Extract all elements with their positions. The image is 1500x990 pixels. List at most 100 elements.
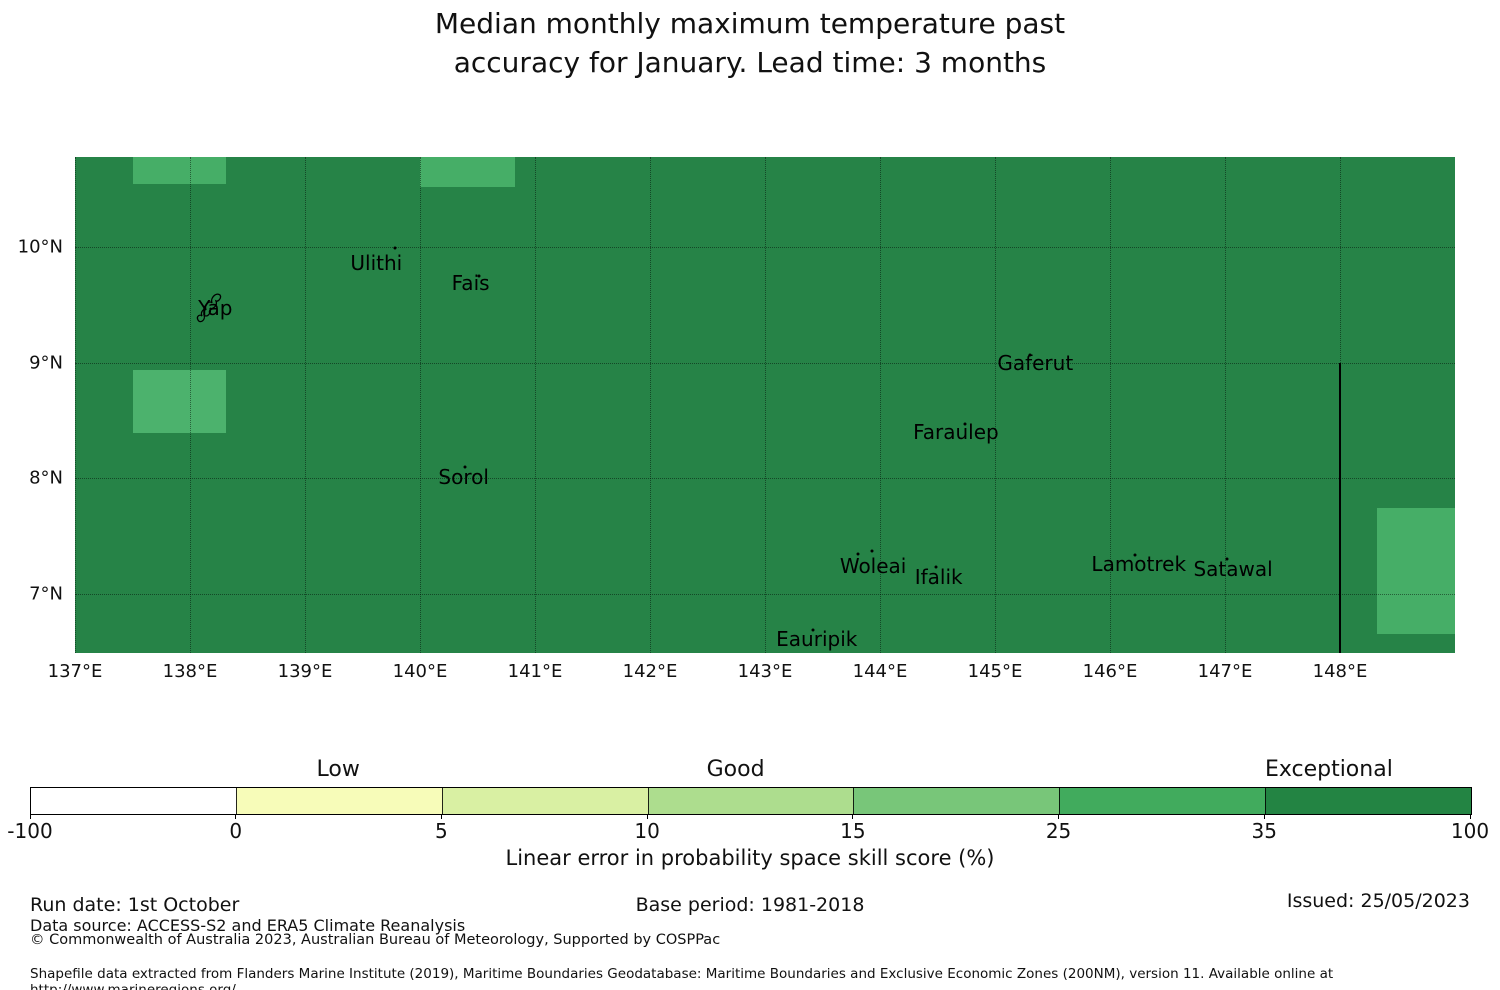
colorbar-tick-label: 100 bbox=[1450, 819, 1490, 843]
island-dot-ifalik bbox=[934, 565, 938, 569]
colorbar bbox=[30, 787, 1472, 815]
x-tick-label: 143°E bbox=[737, 661, 793, 682]
x-tick-label: 141°E bbox=[507, 661, 563, 682]
meridian-gridline bbox=[420, 157, 421, 653]
y-tick-label: 8°N bbox=[29, 467, 63, 489]
x-tick-label: 144°E bbox=[852, 661, 908, 682]
eez-boundary-line bbox=[1339, 362, 1341, 653]
colorbar-segment bbox=[235, 788, 442, 814]
island-dot-gaferut bbox=[1028, 353, 1031, 357]
colorbar-tick-label: -100 bbox=[7, 819, 53, 843]
x-axis: 137°E 138°E 139°E 140°E 141°E 142°E 143°E 144°E… bbox=[48, 661, 1455, 685]
base-period-text: Base period: 1981-2018 bbox=[635, 894, 865, 916]
skill-cell bbox=[1376, 508, 1455, 635]
colorbar-segment bbox=[441, 788, 648, 814]
colorbar-axis-label: Linear error in probability space skill … bbox=[505, 846, 995, 870]
meridian-gridline bbox=[1110, 157, 1111, 653]
y-tick-label: 7°N bbox=[29, 583, 63, 605]
colorbar-tickmark bbox=[29, 814, 31, 819]
colorbar-segment bbox=[853, 788, 1060, 814]
x-tick-label: 145°E bbox=[967, 661, 1023, 682]
meridian-gridline bbox=[75, 157, 76, 653]
figure-title-line2: accuracy for January. Lead time: 3 month… bbox=[453, 46, 1047, 79]
x-tick-label: 139°E bbox=[277, 661, 333, 682]
island-label-woleai: Woleai bbox=[839, 554, 907, 579]
shapefile-attribution-text: Shapefile data extracted from Flanders M… bbox=[30, 966, 1334, 990]
parallel-gridline bbox=[75, 362, 1455, 364]
parallel-gridline bbox=[75, 478, 1455, 480]
y-axis: 10°N 9°N 8°N 7°N bbox=[0, 157, 63, 653]
island-dot-faraulep bbox=[963, 422, 967, 426]
parallel-gridline bbox=[75, 594, 1455, 596]
skill-cell bbox=[132, 369, 226, 434]
y-tick-label: 10°N bbox=[17, 236, 63, 258]
island-label-fais: Fais bbox=[451, 271, 490, 296]
colorbar-class-label-low: Low bbox=[316, 757, 360, 782]
island-label-yap: Yap bbox=[198, 296, 233, 321]
colorbar-segment bbox=[647, 788, 854, 814]
colorbar-tickmark bbox=[852, 814, 854, 819]
meridian-gridline bbox=[880, 157, 881, 653]
meridian-gridline bbox=[1225, 157, 1226, 653]
parallel-gridline bbox=[75, 247, 1455, 249]
x-tick-label: 138°E bbox=[162, 661, 218, 682]
skill-cell bbox=[420, 157, 516, 188]
island-label-gaferut: Gaferut bbox=[997, 350, 1074, 375]
copyright-text: © Commonwealth of Australia 2023, Austra… bbox=[30, 932, 721, 948]
colorbar-segment bbox=[1059, 788, 1266, 814]
colorbar-tick-label: 5 bbox=[435, 819, 448, 843]
data-source-text: Data source: ACCESS-S2 and ERA5 Climate … bbox=[30, 916, 466, 935]
colorbar-segment bbox=[1265, 788, 1472, 814]
meridian-gridline bbox=[305, 157, 306, 653]
island-label-ulithi: Ulithi bbox=[350, 251, 403, 276]
island-label-satawal: Satawal bbox=[1193, 556, 1273, 581]
island-label-sorol: Sorol bbox=[438, 465, 489, 490]
colorbar-tickmark bbox=[646, 814, 648, 819]
x-tick-label: 137°E bbox=[47, 661, 103, 682]
yap-island-outline-icon bbox=[196, 293, 222, 323]
island-dot-ulithi bbox=[393, 246, 397, 250]
meridian-gridline bbox=[765, 157, 766, 653]
colorbar-tick-label: 35 bbox=[1251, 819, 1278, 843]
colorbar-tickmark bbox=[1469, 814, 1471, 819]
island-label-lamotrek: Lamotrek bbox=[1091, 551, 1187, 576]
island-dot-woleai bbox=[856, 552, 860, 556]
colorbar-segment bbox=[31, 788, 236, 814]
colorbar-class-labels: Low Good Exceptional bbox=[30, 756, 1470, 784]
colorbar-tickmark bbox=[1058, 814, 1060, 819]
island-dot-lamotrek bbox=[1133, 553, 1137, 557]
y-tick-label: 9°N bbox=[29, 352, 63, 374]
colorbar-tickmark bbox=[440, 814, 442, 819]
island-dot-satawal bbox=[1225, 557, 1229, 561]
island-dot-woleai bbox=[870, 549, 874, 553]
colorbar-tick-label: 10 bbox=[634, 819, 660, 843]
meridian-gridline bbox=[995, 157, 996, 653]
island-dot-eauripik bbox=[811, 628, 815, 632]
colorbar-class-label-exceptional: Exceptional bbox=[1264, 757, 1393, 782]
colorbar-tickmark bbox=[235, 814, 237, 819]
island-label-faraulep: Faraulep bbox=[913, 420, 999, 445]
colorbar-class-label-good: Good bbox=[706, 757, 765, 782]
skill-cell bbox=[132, 157, 226, 184]
colorbar-tick-label: 15 bbox=[840, 819, 866, 843]
x-tick-label: 140°E bbox=[392, 661, 448, 682]
map-plot: Ulithi Fais Yap Gaferut Faraulep Sorol Woleai I… bbox=[75, 157, 1455, 653]
colorbar-ticks: -100 0 5 10 15 25 35 100 bbox=[7, 814, 1489, 844]
colorbar-tick-label: 0 bbox=[229, 819, 243, 843]
figure-title: Median monthly maximum temperature past … bbox=[0, 4, 1500, 82]
island-label-eauripik: Eauripik bbox=[776, 627, 858, 652]
colorbar-tick-label: 25 bbox=[1045, 819, 1072, 843]
island-dot-fais bbox=[477, 274, 481, 278]
island-label-ifalik: Ifalik bbox=[914, 564, 963, 589]
meridian-gridline bbox=[190, 157, 191, 653]
x-tick-label: 146°E bbox=[1082, 661, 1138, 682]
meridian-gridline bbox=[535, 157, 536, 653]
island-dot-sorol bbox=[463, 465, 467, 469]
issued-date-text: Issued: 25/05/2023 bbox=[1286, 890, 1470, 912]
x-tick-label: 147°E bbox=[1197, 661, 1253, 682]
run-date-text: Run date: 1st October bbox=[30, 894, 240, 916]
x-tick-label: 142°E bbox=[622, 661, 678, 682]
figure-title-line1: Median monthly maximum temperature past bbox=[434, 7, 1066, 40]
meridian-gridline bbox=[650, 157, 651, 653]
